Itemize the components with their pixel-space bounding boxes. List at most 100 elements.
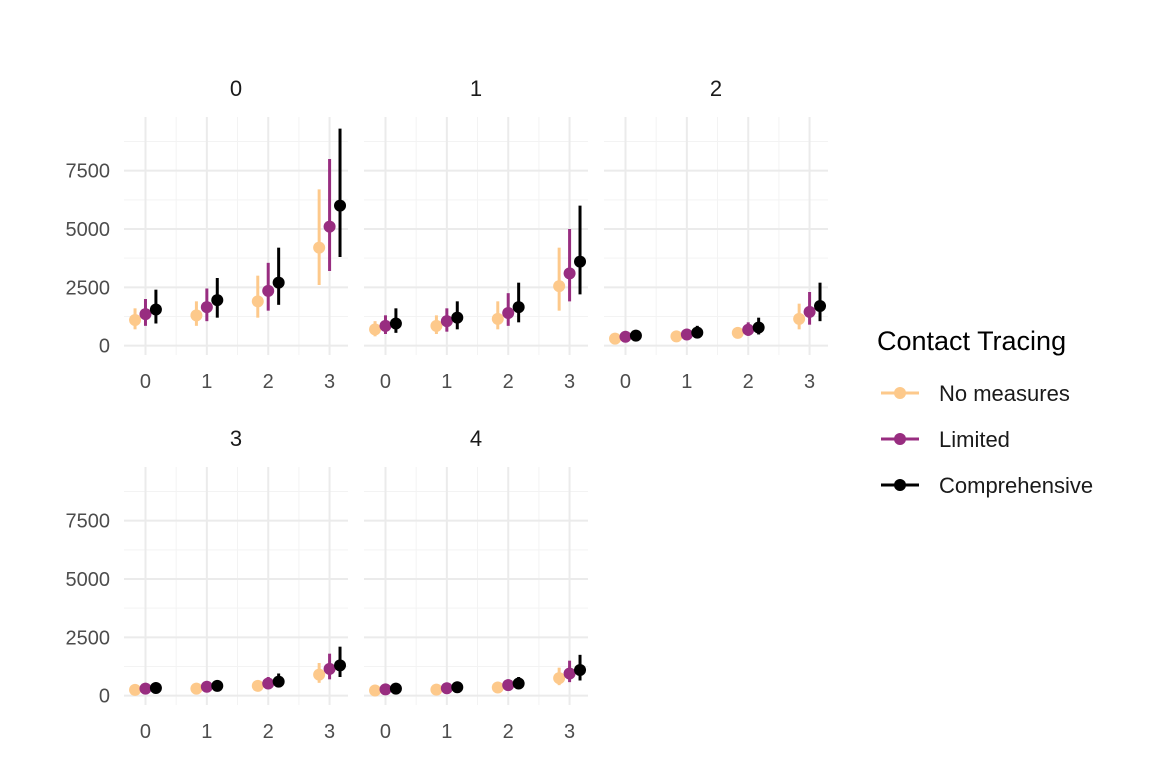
data-point (211, 679, 224, 692)
facet-panel-4: 4 0 1 2 3 (364, 426, 588, 743)
data-point (563, 667, 576, 680)
x-tick-label: 2 (503, 721, 514, 743)
data-point (742, 323, 755, 336)
data-point (129, 683, 142, 696)
data-point (334, 659, 347, 672)
data-point (149, 303, 162, 316)
data-point (440, 682, 453, 695)
x-tick-label: 3 (564, 371, 575, 393)
facet-panel-0: 0 0 2500 5000 7500 0 1 2 3 (66, 76, 348, 393)
y-tick-label: 2500 (66, 627, 111, 649)
x-tick-label: 2 (263, 721, 274, 743)
legend-item: No measures (881, 381, 1070, 406)
data-point (793, 312, 806, 325)
facet-strip-label: 4 (470, 426, 482, 451)
facet-panel-1: 1 0 1 2 3 (364, 76, 588, 393)
data-point (491, 681, 504, 694)
data-point (512, 677, 525, 690)
x-tick-label: 3 (564, 721, 575, 743)
data-point (200, 680, 213, 693)
data-point (369, 323, 382, 336)
data-point (440, 315, 453, 328)
data-point (451, 681, 464, 694)
legend-key-point (894, 387, 906, 399)
data-point (553, 280, 566, 293)
data-point (389, 682, 402, 695)
legend-label: No measures (939, 381, 1070, 406)
legend: Contact Tracing No measures Limited Compre… (877, 326, 1093, 498)
x-tick-label: 2 (503, 371, 514, 393)
x-tick-label: 2 (263, 371, 274, 393)
data-point (262, 677, 275, 690)
data-point (553, 672, 566, 685)
data-point (251, 295, 264, 308)
data-point (149, 681, 162, 694)
data-point (670, 330, 683, 343)
y-tick-label: 0 (99, 686, 110, 708)
data-point (609, 332, 622, 345)
y-tick-label: 0 (99, 336, 110, 358)
data-point (752, 321, 765, 334)
data-point (379, 683, 392, 696)
x-tick-label: 0 (380, 371, 391, 393)
x-tick-label: 1 (201, 371, 212, 393)
x-tick-label: 0 (380, 721, 391, 743)
data-point (389, 317, 402, 330)
data-point (629, 329, 642, 342)
x-tick-label: 0 (140, 371, 151, 393)
data-point (491, 312, 504, 325)
data-point (691, 326, 704, 339)
data-point (502, 307, 515, 319)
x-tick-label: 3 (324, 371, 335, 393)
x-tick-label: 3 (804, 371, 815, 393)
data-point (803, 305, 816, 318)
data-point (369, 684, 382, 697)
data-point (139, 308, 152, 321)
legend-title: Contact Tracing (877, 326, 1066, 356)
data-point (379, 319, 392, 332)
facet-strip-label: 2 (710, 76, 722, 101)
data-point (190, 682, 203, 695)
y-tick-label: 7500 (66, 511, 111, 533)
data-point (262, 284, 275, 297)
data-point (574, 255, 587, 268)
x-tick-label: 2 (743, 371, 754, 393)
data-point (334, 199, 347, 212)
facet-panels: 0 0 2500 5000 7500 0 1 2 3 1 0 1 2 3 2 0 1 2 3 3 0 2500 5000 75… (66, 76, 828, 743)
data-point (313, 668, 326, 681)
x-tick-label: 0 (140, 721, 151, 743)
legend-key-point (894, 433, 906, 445)
data-point (430, 319, 443, 332)
data-point (502, 679, 515, 692)
data-point (139, 682, 152, 695)
facet-panel-3: 3 0 2500 5000 7500 0 1 2 3 (66, 426, 348, 743)
data-point (680, 328, 693, 341)
data-point (272, 276, 285, 289)
x-tick-label: 0 (620, 371, 631, 393)
y-tick-label: 5000 (66, 569, 111, 591)
data-point (731, 326, 744, 339)
data-point (574, 664, 587, 676)
legend-items: No measures Limited Comprehensive (881, 381, 1093, 498)
legend-label: Comprehensive (939, 473, 1093, 498)
legend-label: Limited (939, 427, 1010, 452)
data-point (430, 683, 443, 696)
x-tick-label: 1 (441, 371, 452, 393)
data-point (190, 309, 203, 322)
data-point (619, 330, 632, 343)
x-tick-label: 1 (441, 721, 452, 743)
legend-item: Limited (881, 427, 1010, 452)
y-tick-label: 5000 (66, 219, 111, 241)
legend-key-point (894, 479, 906, 491)
facet-panel-2: 2 0 1 2 3 (604, 76, 828, 393)
data-point (251, 679, 264, 692)
data-point (563, 267, 576, 280)
x-tick-label: 1 (681, 371, 692, 393)
data-point (814, 300, 827, 312)
y-tick-label: 2500 (66, 277, 111, 299)
data-point (512, 301, 525, 314)
data-point (211, 294, 224, 307)
data-point (129, 314, 142, 326)
facet-strip-label: 1 (470, 76, 482, 101)
